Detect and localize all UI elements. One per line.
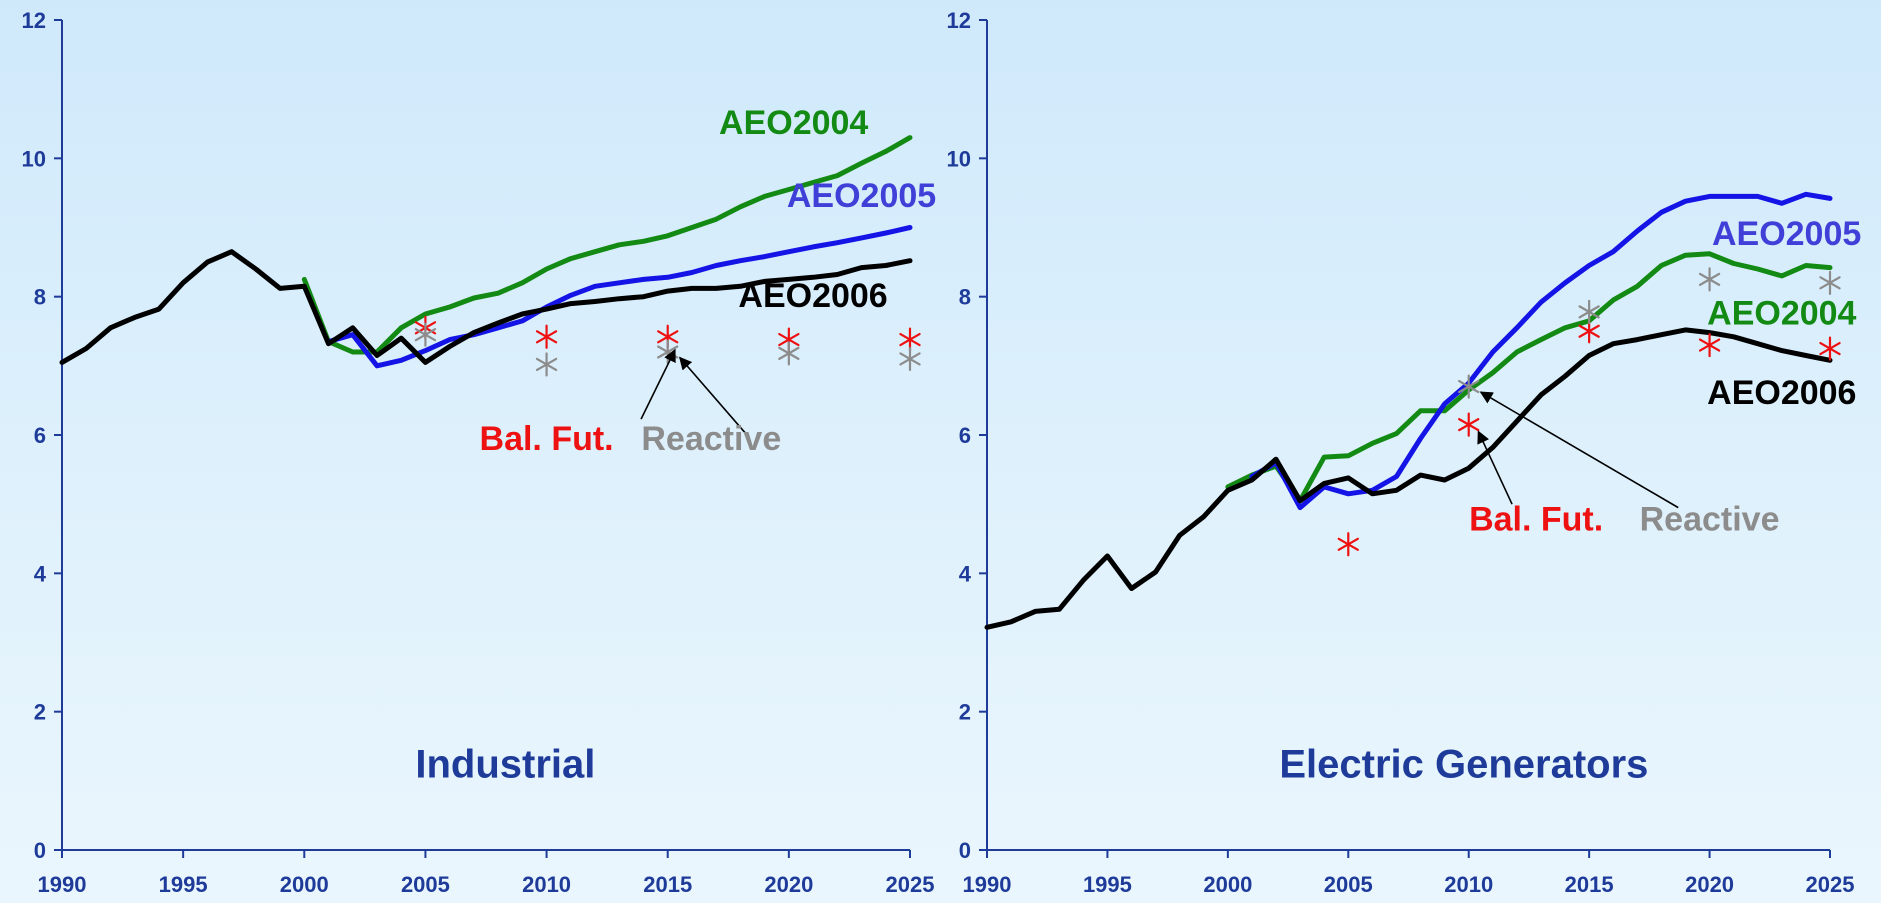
y-tick-label: 8 — [959, 285, 971, 310]
label-aeo2004: AEO2004 — [1707, 294, 1856, 332]
x-tick-label: 1995 — [159, 872, 208, 897]
marker-reactive — [778, 341, 800, 366]
marker-stroke — [1819, 341, 1841, 356]
panel-electric-generators: 0 2 4 6 8 10 12 1990 1995 2000 2005 2010 2015 2020 202… — [947, 8, 1862, 897]
marker-bal-fut — [1698, 332, 1721, 358]
marker-stroke — [899, 352, 921, 366]
marker-bal-fut — [1458, 412, 1480, 437]
marker-stroke — [1819, 276, 1841, 290]
marker-reactive — [535, 352, 558, 377]
series-line-aeo2004 — [301, 135, 913, 355]
marker-bal-fut — [1819, 336, 1841, 361]
marker-reactive — [1698, 267, 1721, 292]
series-line-aeo2005 — [1249, 191, 1833, 511]
x-tick-label: 2010 — [522, 872, 571, 897]
y-tick-label: 2 — [34, 700, 46, 725]
y-tick-label: 10 — [22, 146, 46, 171]
panel-title: Industrial — [415, 742, 595, 786]
marker-stroke — [657, 330, 679, 344]
label-aeo2004: AEO2004 — [719, 104, 868, 142]
annotation-arrow — [1479, 391, 1679, 509]
label-bal-fut: Bal. Fut. — [480, 420, 614, 458]
y-tick-label: 2 — [959, 700, 971, 725]
series-line-aeo2006 — [984, 327, 1833, 630]
x-tick-label: 2025 — [1806, 872, 1855, 897]
x-tick-label: 2020 — [1685, 872, 1734, 897]
marker-stroke — [1458, 418, 1480, 432]
x-tick-label: 2005 — [401, 872, 450, 897]
x-tick-label: 1990 — [963, 872, 1012, 897]
y-tick-label: 12 — [22, 8, 46, 33]
marker-reactive — [899, 346, 921, 372]
x-tick-label: 2015 — [643, 872, 692, 897]
marker-stroke — [1698, 338, 1721, 352]
x-tick-label: 1990 — [38, 872, 87, 897]
marker-bal-fut — [1337, 532, 1359, 557]
y-tick-label: 6 — [34, 423, 46, 448]
x-tick-label: 2000 — [280, 872, 329, 897]
annotation-arrow — [1477, 430, 1513, 505]
panel-title: Electric Generators — [1279, 742, 1648, 786]
x-tick-label: 1995 — [1083, 872, 1132, 897]
y-tick-label: 0 — [959, 838, 971, 863]
label-aeo2006: AEO2006 — [1707, 374, 1856, 412]
marker-stroke — [1458, 379, 1480, 394]
x-tick-label: 2025 — [886, 872, 935, 897]
y-tick-label: 6 — [959, 423, 971, 448]
label-reactive: Reactive — [641, 420, 781, 458]
y-tick-label: 4 — [959, 561, 972, 586]
label-aeo2005: AEO2005 — [1712, 215, 1861, 253]
label-aeo2006: AEO2006 — [738, 277, 887, 315]
marker-stroke — [535, 357, 558, 372]
marker-stroke — [1578, 305, 1600, 319]
x-tick-label: 2020 — [764, 872, 813, 897]
y-tick-label: 8 — [34, 285, 46, 310]
annotation-arrow — [678, 356, 746, 434]
marker-reactive — [1819, 270, 1841, 295]
marker-stroke — [778, 346, 800, 360]
marker-stroke — [1337, 537, 1359, 551]
series-line-aeo2004 — [1225, 251, 1833, 504]
y-tick-label: 10 — [947, 146, 971, 171]
x-tick-label: 2015 — [1565, 872, 1614, 897]
marker-stroke — [1698, 272, 1721, 286]
label-reactive: Reactive — [1640, 500, 1780, 538]
x-tick-label: 2000 — [1203, 872, 1252, 897]
annotation-arrow — [640, 348, 676, 420]
x-tick-label: 2005 — [1324, 872, 1373, 897]
label-bal-fut: Bal. Fut. — [1469, 500, 1603, 538]
y-tick-label: 12 — [947, 8, 971, 33]
panel-industrial: 0 2 4 6 8 10 12 1990 1995 2000 2005 2010 2015 2020 202… — [22, 8, 937, 897]
y-tick-label: 4 — [34, 561, 47, 586]
marker-stroke — [1578, 324, 1600, 338]
marker-stroke — [414, 328, 437, 342]
marker-stroke — [778, 332, 800, 347]
series-line-aeo2006 — [59, 249, 913, 365]
marker-stroke — [535, 330, 558, 344]
y-tick-label: 0 — [34, 838, 46, 863]
marker-stroke — [899, 332, 921, 347]
series-line-aeo2005 — [326, 225, 913, 369]
marker-reactive — [1578, 299, 1600, 324]
label-aeo2005: AEO2005 — [787, 177, 936, 215]
marker-reactive — [1458, 374, 1480, 399]
marker-bal-fut — [535, 324, 558, 349]
marker-reactive — [414, 322, 437, 347]
x-tick-label: 2010 — [1444, 872, 1493, 897]
